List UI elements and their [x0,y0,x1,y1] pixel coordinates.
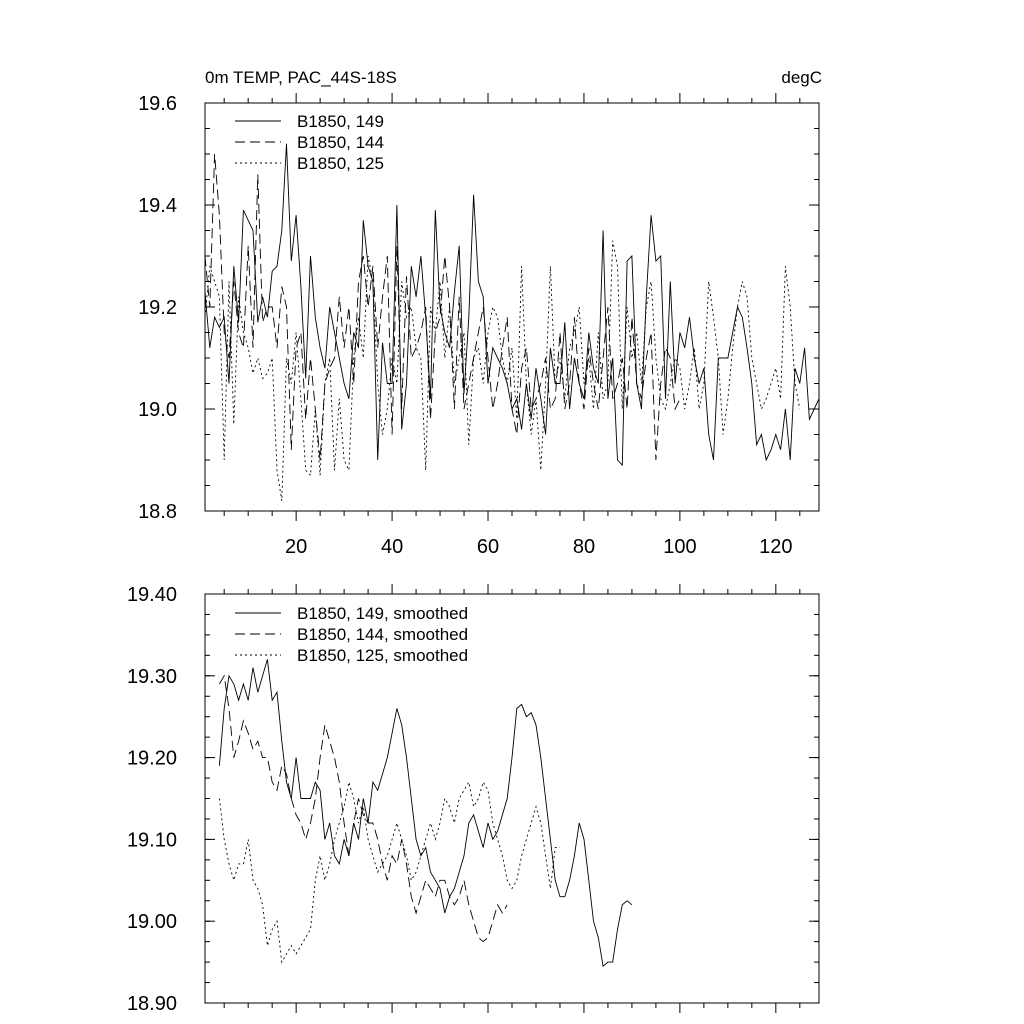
y-tick-label: 19.4 [138,195,177,217]
y-tick-label: 19.20 [127,748,177,770]
legend-label: B1850, 149, smoothed [297,604,468,623]
series-line-dotted [204,240,801,501]
series-line-solid [204,143,820,467]
legend-label: B1850, 144, smoothed [297,625,468,644]
top-panel: 0m TEMP, PAC_44S-18S degC 18.8 19.0 19.2 19… [138,68,822,558]
x-tick-label: 120 [759,536,792,558]
x-tick-label: 20 [285,536,307,558]
bottom-y-tick-labels: 18.90 19.00 19.10 19.20 19.30 19.40 [127,584,177,1015]
x-tick-label: 40 [381,536,403,558]
top-units: degC [781,68,822,87]
top-legend: B1850, 149 B1850, 144 B1850, 125 [235,112,384,173]
y-tick-label: 19.6 [138,93,177,115]
y-tick-label: 19.10 [127,829,177,851]
y-tick-label: 18.90 [127,993,177,1015]
series-line-solid [218,659,633,968]
series-line-dotted [218,780,560,964]
y-tick-label: 19.0 [138,399,177,421]
legend-label: B1850, 125 [297,154,384,173]
x-tick-label: 100 [663,536,696,558]
bottom-legend: B1850, 149, smoothed B1850, 144, smoothe… [235,604,468,665]
top-y-tick-labels: 18.8 19.0 19.2 19.4 19.6 [138,93,177,523]
top-title: 0m TEMP, PAC_44S-18S [205,68,397,87]
x-tick-label: 80 [573,536,595,558]
legend-label: B1850, 144 [297,133,384,152]
legend-label: B1850, 149 [297,112,384,131]
legend-label: B1850, 125, smoothed [297,646,468,665]
y-tick-label: 19.00 [127,911,177,933]
bottom-panel: 18.90 19.00 19.10 19.20 19.30 19.40 B1850, 14… [127,584,820,1015]
y-tick-label: 19.30 [127,666,177,688]
x-tick-label: 60 [477,536,499,558]
top-series-group [204,143,820,501]
series-line-dashed [204,153,681,461]
bottom-ticks [205,584,819,1013]
y-tick-label: 19.2 [138,297,177,319]
bottom-series-group [218,659,633,968]
top-x-tick-labels: 20 40 60 80 100 120 [285,536,793,558]
y-tick-label: 19.40 [127,584,177,606]
y-tick-label: 18.8 [138,501,177,523]
top-ticks [205,93,819,521]
series-line-dashed [219,674,508,943]
